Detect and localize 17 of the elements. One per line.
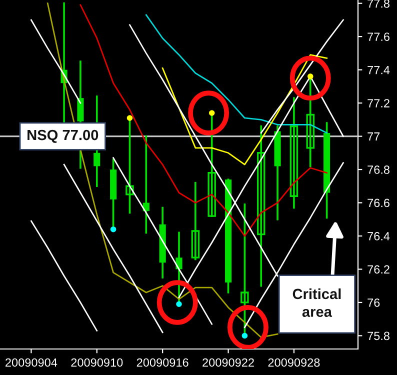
ref-line-label: NSQ 77.00 bbox=[28, 130, 98, 143]
x-tick-label: 20090904 bbox=[6, 358, 58, 367]
y-tick-label: 76.4 bbox=[368, 232, 390, 240]
y-tick-label: 76.6 bbox=[368, 198, 390, 208]
x-tick-label: 20090916 bbox=[136, 358, 188, 367]
y-tick-label: 76 bbox=[368, 298, 380, 307]
y-tick-label: 77.2 bbox=[368, 99, 390, 108]
x-tick-label: 20090922 bbox=[202, 358, 254, 367]
x-tick-label: 20090928 bbox=[268, 358, 320, 367]
y-tick-label: 75.8 bbox=[368, 332, 390, 340]
y-tick-label: 76.8 bbox=[368, 166, 390, 174]
y-tick-label: 77.4 bbox=[368, 66, 390, 74]
annotation: Critical area bbox=[292, 288, 341, 317]
y-tick-label: 76.2 bbox=[368, 265, 390, 274]
y-tick-label: 77.6 bbox=[368, 32, 390, 41]
x-tick-label: 20090910 bbox=[71, 358, 123, 367]
y-tick-label: 77 bbox=[368, 132, 380, 141]
